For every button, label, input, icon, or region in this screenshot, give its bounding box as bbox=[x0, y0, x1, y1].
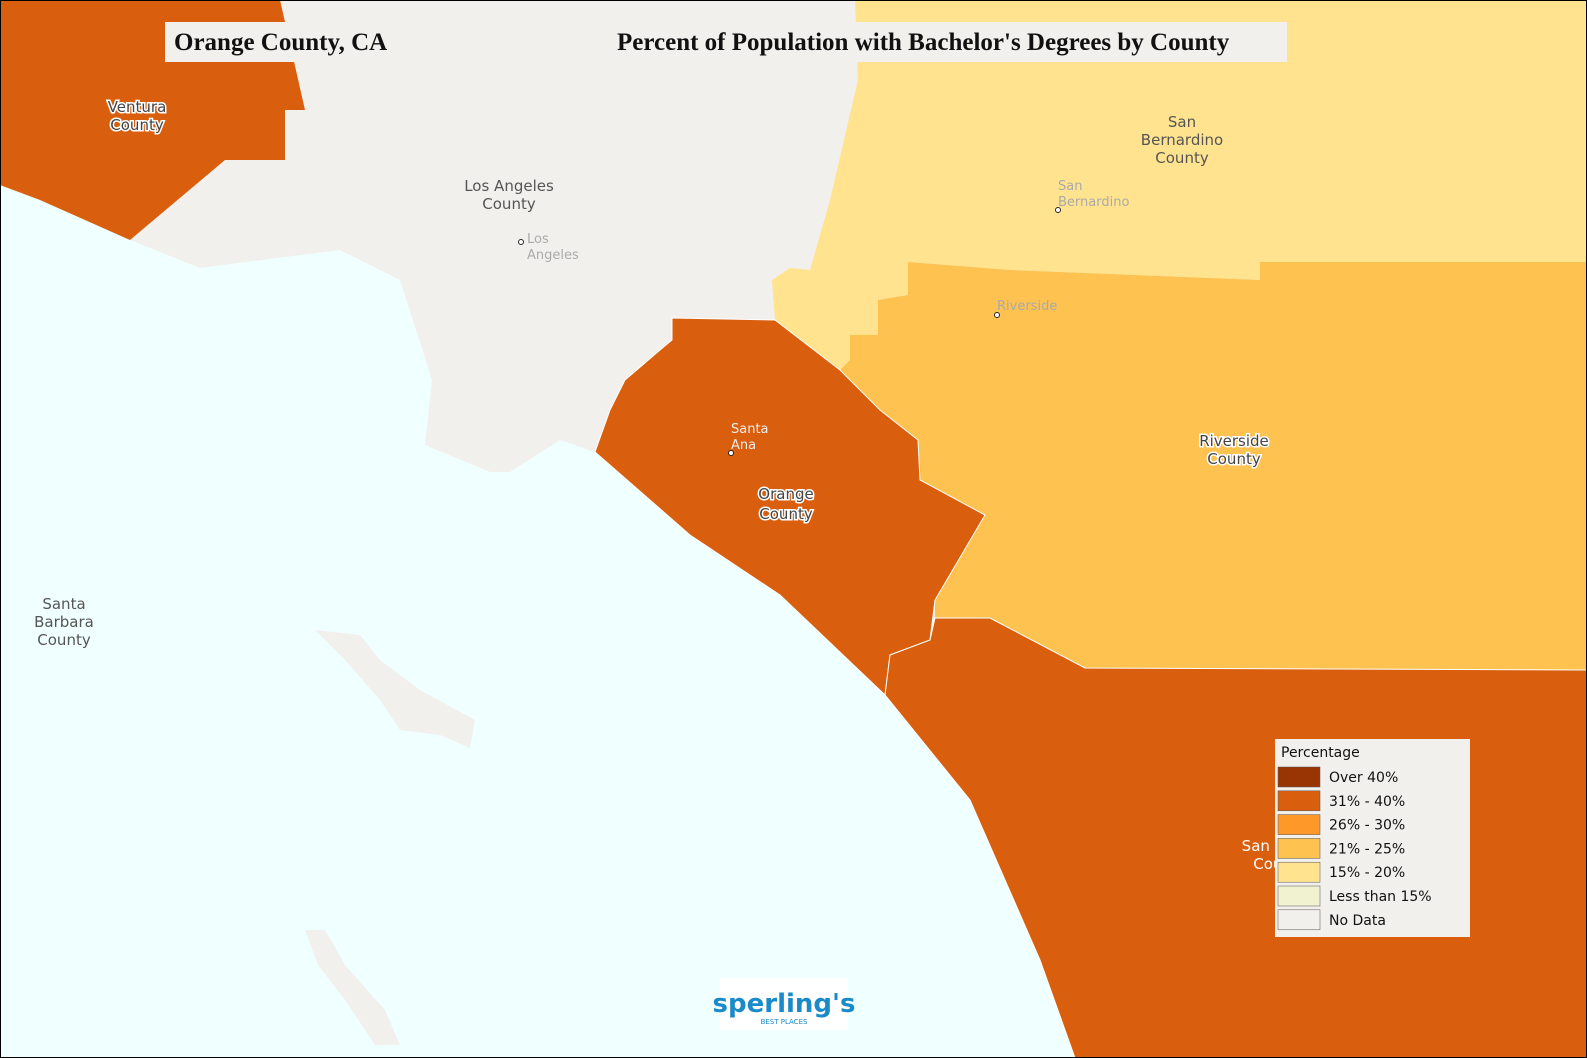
city-label: Santa Ana bbox=[731, 422, 769, 453]
san-bernardino-county bbox=[772, 0, 1587, 370]
legend-swatch bbox=[1277, 909, 1321, 931]
legend-label: 15% - 20% bbox=[1329, 865, 1405, 881]
county-label: Orange County bbox=[758, 485, 813, 523]
title-box bbox=[610, 22, 1287, 62]
legend-swatch bbox=[1277, 766, 1321, 788]
county-label: San Bernardino County bbox=[1141, 113, 1223, 167]
legend-swatch bbox=[1277, 838, 1321, 859]
county-label: Los Angeles County bbox=[464, 177, 554, 213]
county-label: Riverside County bbox=[1199, 432, 1269, 468]
city-dot bbox=[518, 239, 524, 245]
legend-swatch bbox=[1277, 814, 1321, 835]
logo-tagline: BEST PLACES bbox=[761, 1018, 808, 1026]
legend-title: Percentage bbox=[1281, 745, 1360, 761]
city-label: Riverside bbox=[997, 299, 1057, 314]
map-title: Percent of Population with Bachelor's De… bbox=[617, 29, 1230, 56]
legend-swatch bbox=[1277, 861, 1321, 883]
san-clemente-island bbox=[305, 930, 400, 1045]
city-dot bbox=[994, 312, 1000, 318]
legend-label: 31% - 40% bbox=[1329, 794, 1405, 810]
legend-swatch bbox=[1277, 790, 1321, 812]
legend: Percentage Over 40% 31% - 40% 26% - 30% 21%… bbox=[1275, 739, 1470, 937]
legend-swatch bbox=[1277, 885, 1321, 907]
city-dot bbox=[1055, 207, 1061, 213]
location-title: Orange County, CA bbox=[174, 29, 387, 56]
location-box bbox=[165, 22, 412, 62]
city-label: Los Angeles bbox=[527, 232, 579, 263]
city-dot bbox=[728, 450, 734, 456]
logo-name: sperling's bbox=[713, 989, 856, 1019]
legend-label: Over 40% bbox=[1329, 770, 1398, 786]
county-label: Santa Barbara County bbox=[34, 595, 94, 649]
legend-label: 21% - 25% bbox=[1329, 841, 1405, 857]
san-diego-county bbox=[884, 617, 1587, 1058]
legend-label: Less than 15% bbox=[1329, 889, 1432, 905]
catalina-island bbox=[315, 630, 475, 748]
legend-label: 26% - 30% bbox=[1329, 818, 1405, 834]
city-label: San Bernardino bbox=[1058, 179, 1129, 210]
county-label: Ventura County bbox=[108, 98, 167, 134]
legend-label: No Data bbox=[1329, 913, 1386, 929]
logo-box bbox=[720, 978, 848, 1030]
riverside-county bbox=[840, 262, 1587, 670]
